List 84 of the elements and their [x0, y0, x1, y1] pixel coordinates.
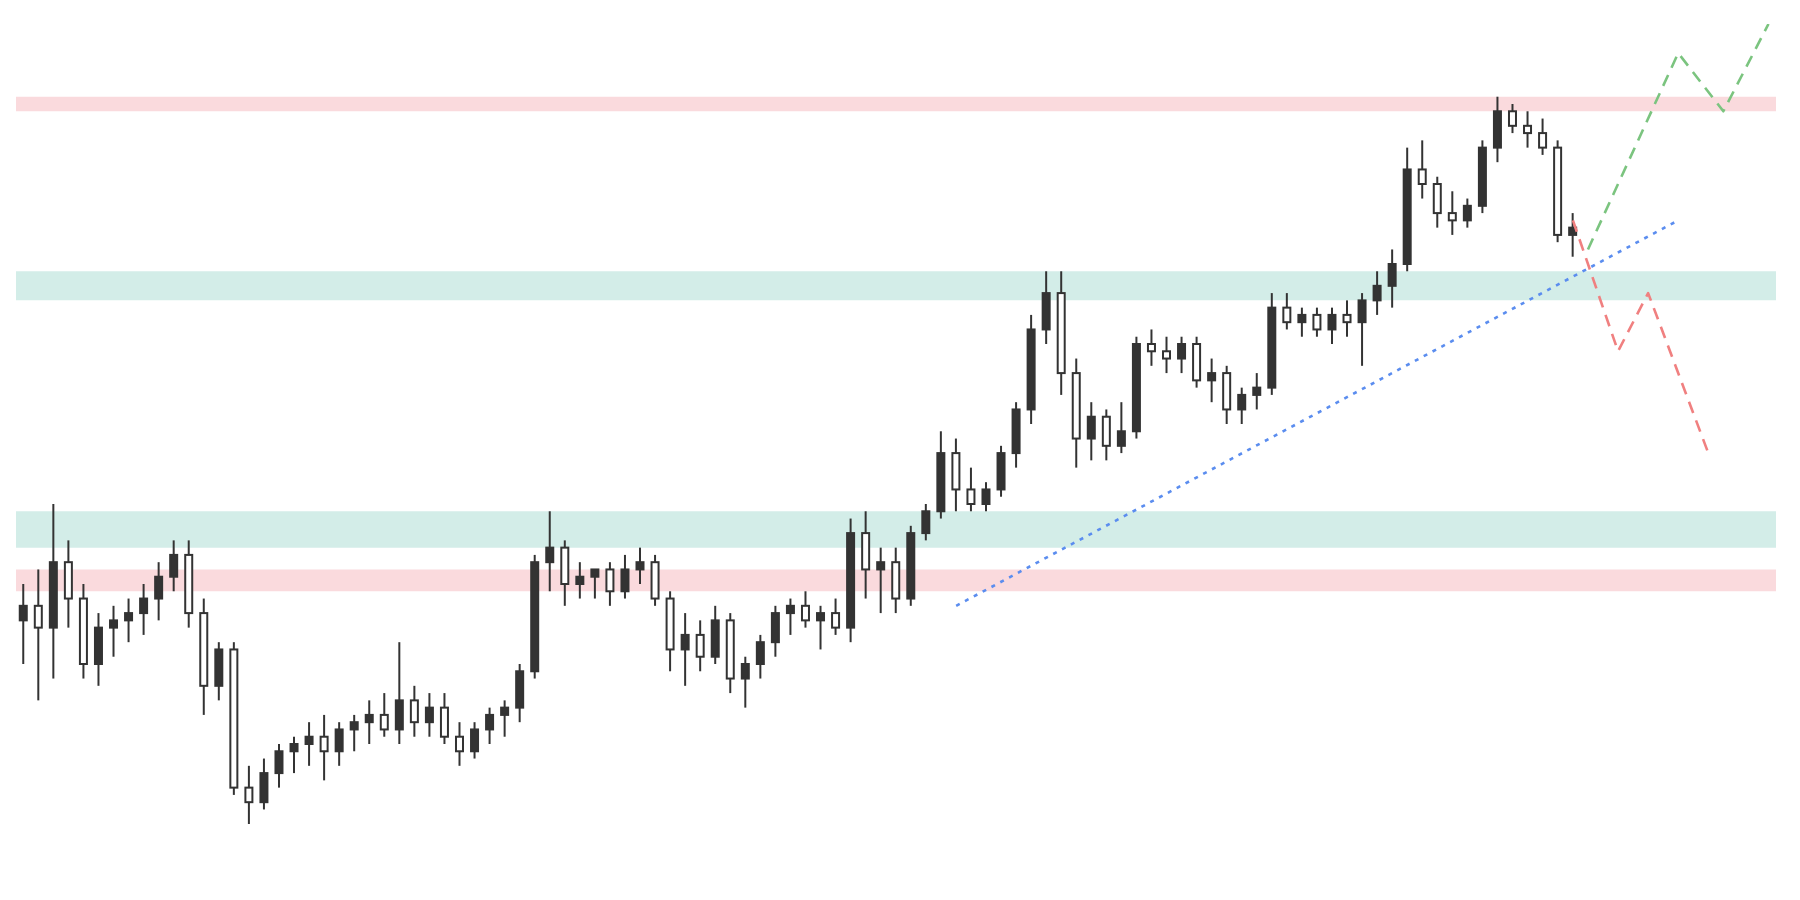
candlestick — [1342, 299, 1352, 338]
candlestick — [1237, 386, 1247, 425]
candlestick — [635, 546, 645, 585]
candlestick — [966, 466, 976, 513]
candlestick — [304, 721, 314, 767]
candlestick — [861, 510, 871, 600]
candlestick — [800, 590, 810, 629]
candlestick — [485, 706, 495, 745]
candlestick — [981, 481, 991, 513]
candlestick — [1041, 270, 1051, 345]
candlestick — [1192, 335, 1202, 389]
candlestick — [891, 546, 901, 615]
candlestick — [1327, 306, 1337, 345]
candlestick — [921, 503, 931, 542]
candlestick — [455, 721, 464, 767]
candlestick — [1387, 248, 1397, 309]
candlestick — [93, 612, 103, 687]
candlestick — [274, 743, 284, 789]
candlestick — [439, 692, 449, 745]
candlestick — [1447, 190, 1457, 236]
candlestick — [710, 604, 720, 665]
candlestick — [470, 721, 480, 760]
candlestick — [1462, 197, 1472, 229]
candlestick — [876, 546, 886, 615]
candlestick — [289, 735, 299, 775]
candlestick — [1507, 103, 1517, 135]
candlestick — [500, 699, 510, 738]
candlestick — [785, 597, 795, 636]
candlestick — [18, 583, 28, 665]
candlestick — [1372, 270, 1382, 316]
candlestick — [1282, 292, 1292, 331]
candlestick — [319, 713, 329, 782]
candlestick — [1011, 401, 1021, 469]
candlestick — [1538, 117, 1548, 156]
candlestick — [33, 568, 43, 702]
candlestick — [1207, 357, 1217, 404]
candlestick — [590, 568, 600, 600]
candlestick — [695, 619, 705, 673]
candlestick — [996, 444, 1006, 498]
candlestick — [1312, 306, 1322, 338]
candlestick — [831, 597, 841, 636]
candlestick — [349, 713, 359, 753]
candlestick — [1492, 95, 1502, 164]
candlestick — [124, 597, 134, 644]
candlestick — [424, 692, 434, 738]
candlestick — [951, 437, 961, 513]
candlestick — [409, 684, 419, 738]
candlestick — [1297, 306, 1307, 338]
candlestick — [620, 553, 630, 600]
candlestick — [575, 561, 585, 600]
candlestick — [169, 539, 179, 593]
candlestick — [1162, 335, 1171, 375]
candlestick — [214, 641, 224, 702]
candlestick — [1146, 328, 1156, 367]
candlestick — [650, 553, 660, 607]
candlestick — [515, 663, 525, 724]
candlestick — [1417, 139, 1427, 200]
candlestick — [379, 692, 389, 738]
candlestick — [1086, 401, 1096, 462]
candlestick — [1222, 364, 1232, 425]
candlestick — [394, 641, 404, 745]
candlestick — [139, 583, 149, 636]
candlestick — [545, 510, 555, 593]
candlestick — [334, 721, 344, 767]
candlestick — [816, 604, 826, 651]
candlestick — [154, 561, 164, 622]
candlestick — [1432, 175, 1442, 229]
candlestick — [680, 612, 690, 687]
candlestick — [109, 604, 119, 658]
candlestick — [1116, 401, 1126, 455]
candlestick — [605, 561, 615, 607]
candlestick — [755, 633, 765, 680]
candlestick — [770, 604, 780, 658]
candlestick — [259, 757, 269, 811]
candlestick — [560, 539, 570, 607]
candlestick — [1357, 292, 1367, 367]
candlestick — [1101, 408, 1111, 462]
candlestick — [1252, 372, 1262, 411]
candlestick — [244, 764, 254, 824]
candlestick — [1177, 335, 1187, 375]
candlestick — [364, 699, 374, 745]
candlestick — [63, 539, 73, 629]
candlestick — [740, 655, 750, 709]
candlestick — [1523, 110, 1533, 149]
